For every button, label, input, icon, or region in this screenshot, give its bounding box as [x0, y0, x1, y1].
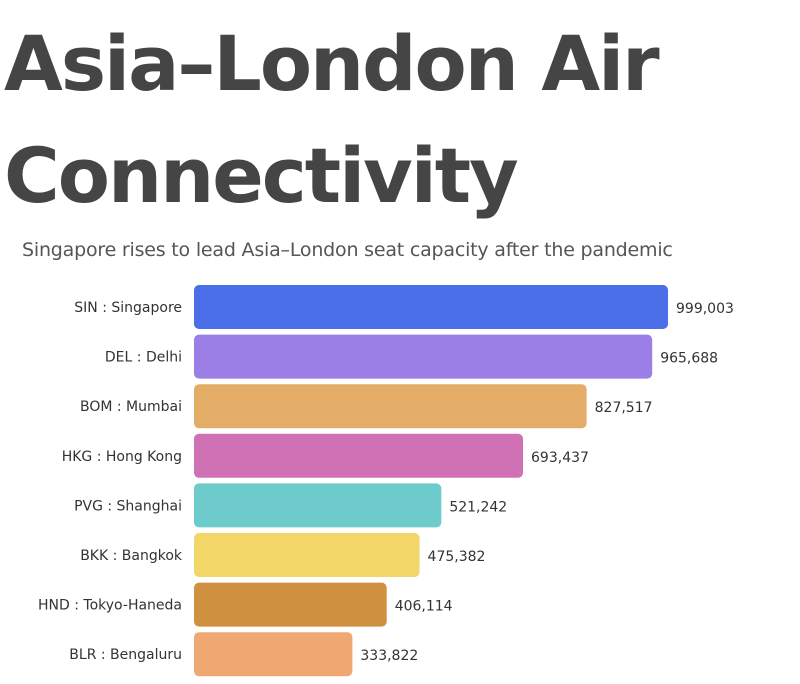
category-label: BOM : Mumbai	[80, 399, 182, 415]
category-label: BKK : Bangkok	[80, 548, 183, 564]
bar-2	[194, 384, 587, 429]
bar-0	[194, 285, 668, 329]
value-label: 521,242	[449, 499, 507, 515]
value-label: 693,437	[531, 450, 589, 466]
value-label: 965,688	[660, 351, 718, 367]
bar-1	[194, 334, 653, 379]
value-label: 406,114	[395, 599, 453, 615]
chart-title-line-1: Asia–London Air	[4, 19, 660, 108]
bar-3	[194, 433, 524, 478]
category-label: BLR : Bengaluru	[69, 647, 182, 663]
chart-subtitle: Singapore rises to lead Asia–London seat…	[22, 239, 673, 261]
value-label: 475,382	[428, 549, 486, 565]
bar-5	[194, 533, 420, 577]
value-label: 999,003	[676, 301, 734, 317]
bar-4	[194, 483, 442, 528]
category-label: PVG : Shanghai	[74, 498, 182, 514]
category-label: SIN : Singapore	[74, 300, 182, 316]
value-label: 333,822	[360, 648, 418, 664]
category-label: HND : Tokyo-Haneda	[38, 598, 182, 614]
chart-title-line-2: Connectivity	[4, 131, 519, 220]
category-label: DEL : Delhi	[105, 350, 182, 366]
value-label: 827,517	[595, 400, 653, 416]
category-label: HKG : Hong Kong	[62, 449, 182, 465]
bar-7	[194, 632, 353, 677]
bar-6	[194, 582, 387, 627]
